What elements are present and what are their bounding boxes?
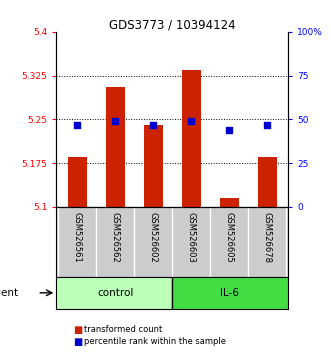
Point (151, 122, 156, 127)
Point (264, 122, 270, 127)
Text: percentile rank within the sample: percentile rank within the sample (84, 337, 226, 346)
Bar (144, 125, 163, 207)
Point (188, 118, 194, 124)
Bar (182, 70, 201, 207)
Text: GSM526561: GSM526561 (73, 212, 82, 263)
Text: ■: ■ (73, 325, 82, 335)
Text: GSM526562: GSM526562 (111, 212, 119, 263)
Bar (106, 87, 125, 207)
Bar (219, 198, 239, 207)
Bar (56, 277, 172, 309)
Point (74, 122, 80, 127)
Text: IL-6: IL-6 (219, 288, 239, 298)
Text: transformed count: transformed count (84, 325, 163, 335)
Text: GSM526602: GSM526602 (149, 212, 158, 263)
Point (113, 118, 118, 124)
Text: GSM526678: GSM526678 (262, 212, 271, 263)
Bar (258, 157, 277, 207)
Bar (172, 277, 288, 309)
Bar (68, 157, 87, 207)
Text: ■: ■ (73, 337, 82, 347)
Text: agent: agent (0, 288, 18, 298)
Text: GSM526603: GSM526603 (187, 212, 196, 263)
Text: control: control (97, 288, 133, 298)
Title: GDS3773 / 10394124: GDS3773 / 10394124 (109, 19, 235, 32)
Point (226, 127, 232, 133)
Text: GSM526605: GSM526605 (225, 212, 234, 263)
